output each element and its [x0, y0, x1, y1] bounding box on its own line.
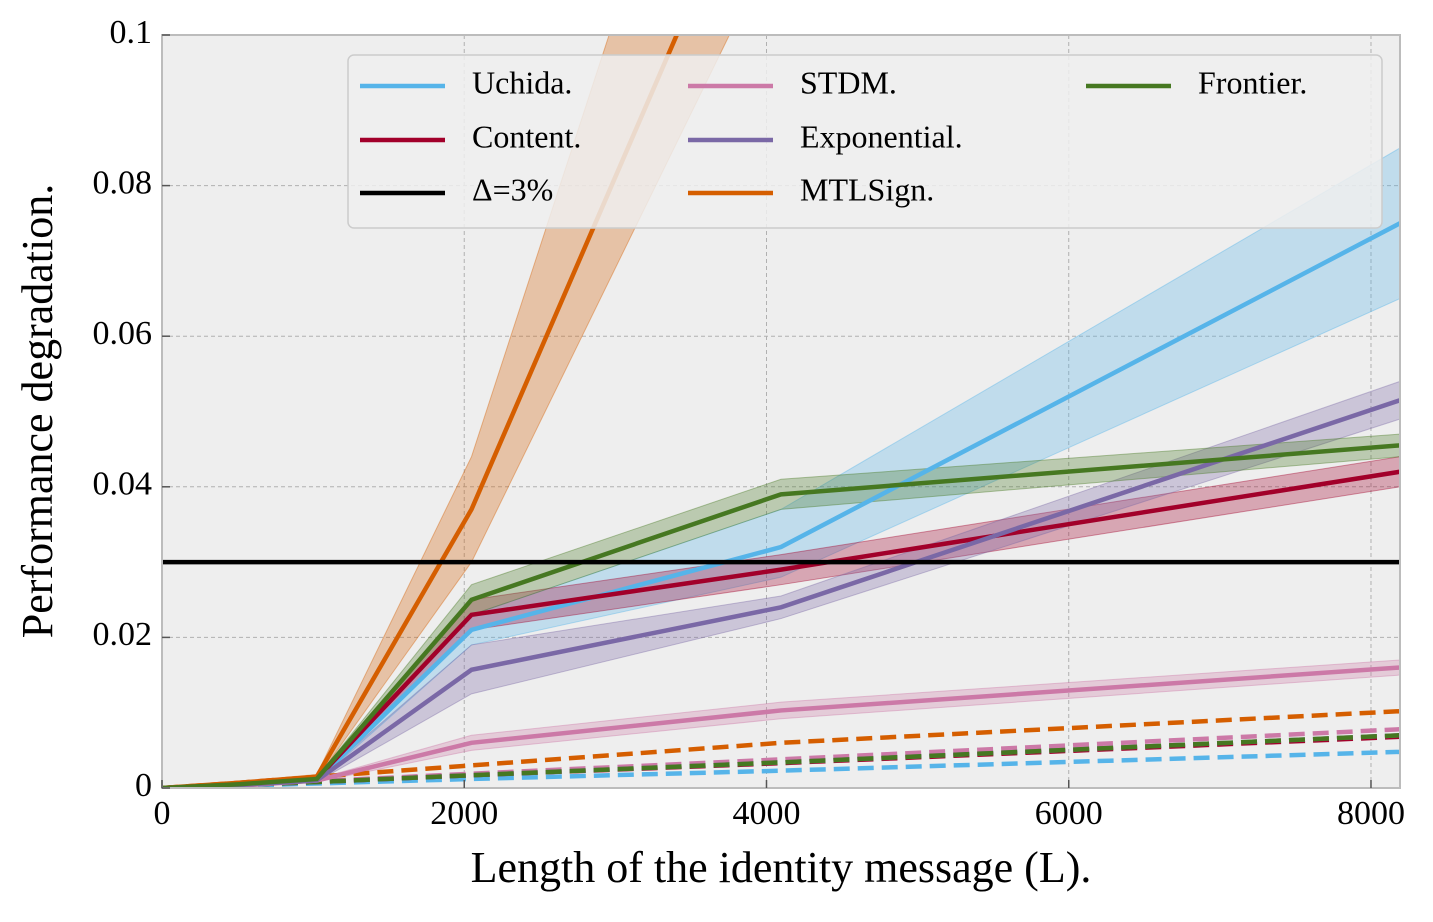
- y-tick-label: 0.02: [93, 616, 153, 653]
- legend-label: STDM.: [800, 64, 897, 100]
- x-tick-label: 4000: [732, 795, 800, 832]
- dashed-line: [162, 749, 1400, 788]
- y-axis-label: Performance degradation.: [13, 184, 62, 638]
- plot-frame: [161, 34, 1401, 789]
- x-tick-label: 8000: [1337, 795, 1405, 832]
- legend-label: Uchida.: [472, 64, 572, 100]
- y-tick-label: 0.04: [93, 466, 153, 503]
- x-axis-label: Length of the identity message (L).: [471, 843, 1092, 892]
- y-tick-label: 0.06: [93, 315, 153, 352]
- y-tick-label: 0.08: [93, 164, 153, 201]
- y-tick-label: 0: [135, 767, 152, 804]
- legend-label: Exponential.: [800, 118, 963, 154]
- legend-label: Frontier.: [1198, 64, 1307, 100]
- legend-label: Δ=3%: [472, 171, 553, 207]
- x-tick-label: 2000: [430, 795, 498, 832]
- x-tick-label: 6000: [1035, 795, 1103, 832]
- y-tick-label: 0.1: [110, 14, 153, 51]
- line: [162, 443, 1400, 788]
- x-tick-label: 0: [154, 795, 171, 832]
- dashed-line: [162, 708, 1400, 788]
- legend-label: Content.: [472, 118, 581, 154]
- legend: [347, 54, 1383, 229]
- dashed-line: [162, 733, 1400, 788]
- legend-label: MTLSign.: [800, 171, 934, 207]
- dashed-line: [162, 727, 1400, 788]
